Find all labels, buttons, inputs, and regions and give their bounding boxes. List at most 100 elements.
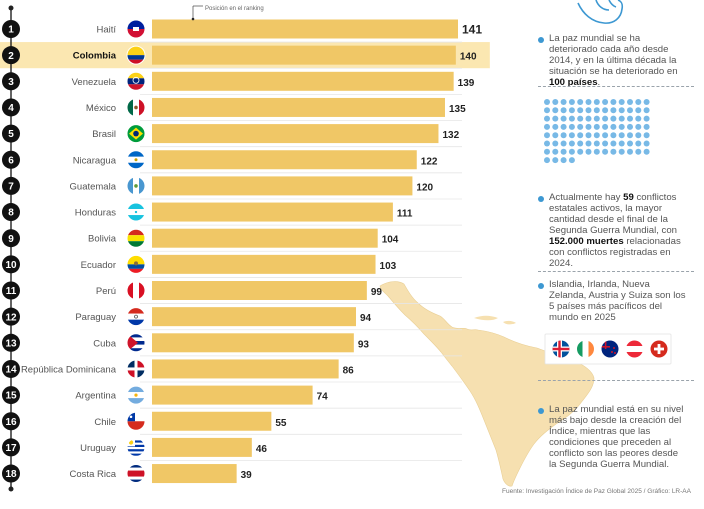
country-label-16: Chile bbox=[94, 417, 116, 428]
flag-ring bbox=[126, 385, 146, 405]
country-dot bbox=[560, 148, 567, 155]
rank-badge-5 bbox=[2, 124, 20, 143]
country-dot bbox=[627, 107, 633, 114]
flag-6-icon bbox=[127, 150, 145, 169]
country-dot bbox=[593, 123, 600, 130]
rank-number-18: 18 bbox=[5, 469, 17, 480]
bar-4 bbox=[152, 97, 445, 117]
rank-badge-17 bbox=[2, 438, 20, 457]
bar-9 bbox=[152, 228, 378, 248]
flag-15-icon bbox=[127, 386, 145, 405]
country-dot bbox=[568, 140, 575, 147]
bar-2 bbox=[152, 45, 456, 65]
switzerland-flag-icon bbox=[650, 340, 668, 358]
country-dot bbox=[602, 123, 609, 130]
country-dot bbox=[585, 140, 592, 147]
country-dot bbox=[560, 157, 567, 164]
rank-badge-10 bbox=[2, 255, 20, 274]
flag-ring bbox=[126, 176, 146, 196]
country-dot bbox=[627, 115, 633, 122]
country-dot bbox=[568, 115, 575, 122]
country-dot bbox=[544, 140, 550, 147]
new-zealand-flag-icon bbox=[601, 340, 619, 358]
value-label-7: 120 bbox=[416, 182, 433, 193]
country-dot bbox=[635, 132, 642, 139]
flag-2-icon bbox=[127, 46, 145, 65]
country-label-10: Ecuador bbox=[81, 260, 116, 271]
country-dot bbox=[627, 99, 633, 105]
country-dot bbox=[585, 132, 592, 139]
rank-badge-2 bbox=[2, 46, 20, 65]
country-dot bbox=[593, 107, 600, 114]
flag-7-icon bbox=[127, 176, 145, 195]
country-dot bbox=[568, 132, 575, 139]
country-dot bbox=[560, 123, 567, 130]
country-dot bbox=[560, 140, 567, 147]
value-label-14: 86 bbox=[343, 365, 355, 376]
country-dot bbox=[585, 99, 592, 105]
rank-badge-6 bbox=[2, 150, 20, 169]
divider bbox=[538, 271, 694, 272]
iceland-flag-icon bbox=[552, 340, 570, 358]
country-dot bbox=[552, 132, 559, 139]
country-label-5: Brasil bbox=[92, 129, 116, 140]
country-dot bbox=[602, 140, 609, 147]
rank-badge-9 bbox=[2, 229, 20, 248]
country-label-13: Cuba bbox=[93, 338, 116, 349]
rank-badge-18 bbox=[2, 464, 20, 483]
source-note: Fuente: Investigación Índice de Paz Glob… bbox=[502, 488, 691, 495]
rank-number-13: 13 bbox=[5, 338, 17, 349]
country-dot bbox=[635, 140, 642, 147]
fact-highlight: 100 países bbox=[549, 77, 598, 88]
rank-badge-7 bbox=[2, 176, 20, 195]
country-label-8: Honduras bbox=[75, 208, 116, 219]
country-dot bbox=[552, 140, 559, 147]
austria-flag-icon bbox=[626, 340, 643, 358]
country-dot bbox=[552, 99, 559, 105]
annotation-dot bbox=[191, 17, 195, 21]
country-dot bbox=[610, 99, 617, 105]
value-label-12: 94 bbox=[360, 313, 372, 324]
fact-text: Islandia, Irlanda, Nueva Zelanda, Austri… bbox=[549, 279, 686, 323]
country-dot bbox=[627, 123, 633, 130]
country-dot bbox=[643, 115, 650, 122]
country-dot bbox=[568, 157, 575, 164]
flag-ring bbox=[126, 307, 146, 327]
country-dot bbox=[627, 140, 633, 147]
bar-8 bbox=[152, 202, 393, 222]
rank-number-8: 8 bbox=[8, 208, 14, 219]
flag-ring bbox=[126, 202, 146, 222]
country-label-14: República Dominicana bbox=[21, 364, 117, 375]
flag-18-icon bbox=[127, 464, 145, 483]
rank-number-1: 1 bbox=[8, 25, 14, 36]
country-dot bbox=[610, 140, 617, 147]
value-label-4: 135 bbox=[449, 104, 466, 115]
bullet-icon bbox=[538, 37, 544, 43]
flag-ring bbox=[126, 411, 146, 431]
country-label-6: Nicaragua bbox=[73, 155, 117, 166]
flag-10-icon bbox=[127, 255, 145, 274]
fact-block-deterioration: La paz mundial se ha deteriorado cada añ… bbox=[538, 33, 688, 88]
flag-14-icon bbox=[127, 359, 145, 378]
country-dot bbox=[593, 99, 600, 105]
country-label-1: Haití bbox=[96, 25, 116, 36]
country-dot bbox=[618, 99, 625, 105]
bar-15 bbox=[152, 385, 313, 405]
country-dot bbox=[593, 140, 600, 147]
rank-badge-4 bbox=[2, 98, 20, 117]
country-dot bbox=[552, 115, 559, 122]
country-dot bbox=[635, 99, 642, 105]
rank-badge-3 bbox=[2, 72, 20, 91]
peace-hand-icon bbox=[577, 0, 624, 24]
country-dot bbox=[577, 115, 584, 122]
country-dot bbox=[544, 157, 550, 164]
flag-3-icon bbox=[127, 72, 145, 91]
country-dot bbox=[610, 132, 617, 139]
country-dot bbox=[560, 115, 567, 122]
country-dot bbox=[585, 148, 592, 155]
country-dot bbox=[627, 148, 633, 155]
country-dot bbox=[618, 107, 625, 114]
country-label-4: México bbox=[86, 103, 116, 114]
bar-16 bbox=[152, 411, 272, 431]
